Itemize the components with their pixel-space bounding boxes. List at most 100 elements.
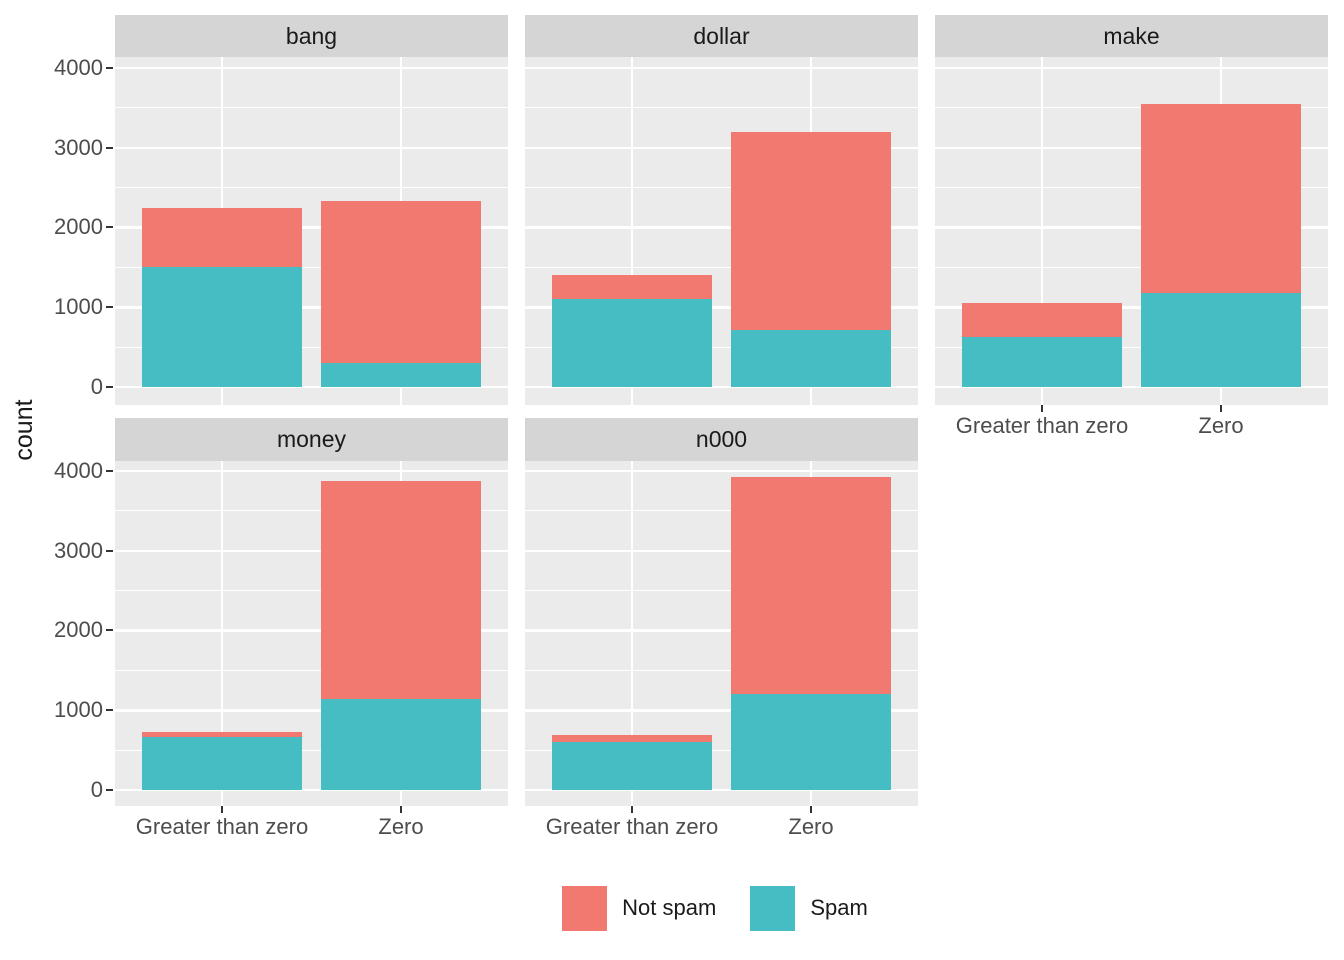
x-tick-mark [631,806,633,813]
minor-gridline [115,346,508,348]
y-axis-title: count [10,399,38,461]
minor-gridline [525,187,918,188]
major-gridline [115,629,508,632]
major-gridline [525,469,918,473]
y-tick-label: 1000 [54,697,103,723]
x-tick-label: Zero [1198,413,1244,438]
major-gridline [935,226,1328,229]
facet-panel-dollar [525,57,918,405]
minor-gridline [935,266,1328,268]
major-gridline-vertical [631,57,634,405]
minor-gridline [115,510,508,512]
y-tick-mark [106,146,113,149]
bar-n000-gt-zero-not-spam [552,734,712,742]
major-gridline [115,789,508,792]
facet-strip-label: dollar [693,22,750,49]
bar-make-gt-zero-not-spam [962,303,1122,337]
minor-gridline [935,107,1328,109]
major-gridline [525,549,918,552]
minor-gridline [525,590,918,591]
bar-bang-gt-zero-spam [142,267,302,387]
minor-gridline [525,669,918,671]
legend-swatch [562,885,608,931]
major-gridline [935,386,1328,389]
major-gridline [935,306,1328,309]
major-gridline [115,469,508,473]
legend-entry-not-spam: Not spam [562,885,717,931]
bar-dollar-zero-not-spam [731,131,891,331]
x-tick-label: Greater than zero [135,814,309,839]
bar-dollar-gt-zero-not-spam [552,275,712,300]
bar-bang-zero-not-spam [321,201,481,364]
bar-n000-zero-not-spam [731,477,891,695]
legend: Not spam Spam [100,880,1330,936]
y-tick-label: 4000 [54,457,103,483]
major-gridline [525,226,918,229]
y-tick-label: 1000 [54,294,103,320]
y-tick-mark [106,629,113,632]
major-gridline [115,306,508,309]
major-gridline [525,146,918,149]
major-gridline [525,306,918,309]
bar-money-zero-spam [321,699,481,790]
y-tick-label: 4000 [54,54,103,80]
bar-make-zero-not-spam [1141,103,1301,293]
minor-gridline [115,749,508,751]
x-tick-mark [221,806,223,813]
bar-n000-zero-spam [731,694,891,790]
x-tick-label: Zero [788,814,834,839]
y-tick-mark [106,709,113,712]
facet-strip-bang: bang [115,15,508,57]
major-gridline-vertical [1041,57,1044,405]
major-gridline [115,709,508,712]
bar-money-gt-zero-not-spam [142,731,302,737]
minor-gridline [525,266,918,268]
minor-gridline [115,590,508,591]
y-tick-mark [106,306,113,309]
bar-money-zero-not-spam [321,481,481,700]
major-gridline [115,549,508,552]
y-tick-label: 0 [90,777,103,802]
legend-label: Spam [810,895,868,920]
bar-bang-gt-zero-not-spam [142,208,302,268]
major-gridline [525,709,918,712]
bar-make-zero-spam [1141,292,1301,387]
major-gridline-vertical [631,461,634,806]
legend-label: Not spam [622,895,717,920]
facet-panel-bang [115,57,508,405]
x-tick-label: Greater than zero [955,413,1129,438]
y-tick-mark [106,549,113,552]
x-tick-mark [1041,405,1043,412]
minor-gridline [935,346,1328,348]
y-tick-mark [106,386,113,388]
facet-strip-money: money [115,418,508,461]
facet-strip-dollar: dollar [525,15,918,57]
minor-gridline [115,107,508,109]
facet-panel-n000 [525,461,918,806]
facet-strip-label: n000 [695,426,748,452]
x-tick-label: Zero [378,814,424,839]
y-tick-mark [106,226,113,229]
facet-panel-make [935,57,1328,405]
major-gridline [935,66,1328,70]
major-gridline [525,66,918,70]
bar-dollar-zero-spam [731,330,891,387]
major-gridline-vertical [221,461,224,806]
minor-gridline [525,749,918,751]
y-tick-mark [106,66,113,69]
major-gridline [525,386,918,389]
y-tick-label: 3000 [54,134,103,160]
major-gridline [935,146,1328,149]
facet-strip-label: make [1103,22,1160,49]
bar-make-gt-zero-spam [962,336,1122,387]
minor-gridline [525,107,918,109]
facet-panel-money [115,461,508,806]
major-gridline [115,386,508,389]
legend-entry-spam: Spam [750,885,868,931]
minor-gridline [115,669,508,671]
y-tick-mark [106,469,113,472]
minor-gridline [525,346,918,348]
x-tick-mark [400,806,402,813]
minor-gridline [935,187,1328,188]
minor-gridline [115,266,508,268]
